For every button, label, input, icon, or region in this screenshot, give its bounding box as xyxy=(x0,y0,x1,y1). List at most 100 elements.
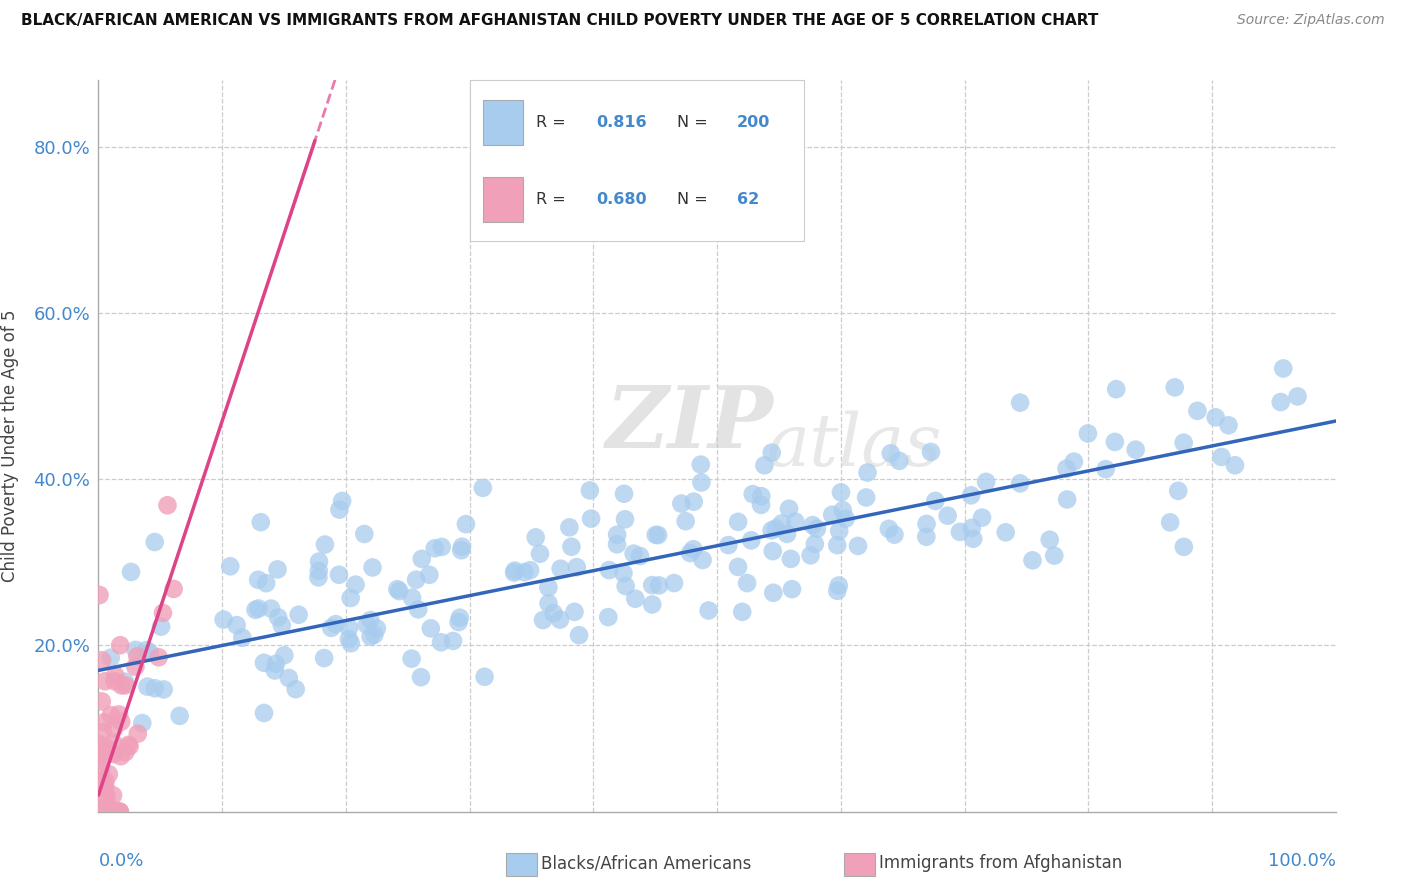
Point xyxy=(94,805,117,819)
Point xyxy=(606,537,628,551)
Point xyxy=(418,567,440,582)
Point xyxy=(110,749,132,764)
Point xyxy=(804,537,827,551)
Point xyxy=(762,586,785,600)
Point xyxy=(131,716,153,731)
Text: Blacks/African Americans: Blacks/African Americans xyxy=(541,855,752,872)
Point xyxy=(89,805,111,819)
Point xyxy=(614,579,637,593)
Point xyxy=(328,567,350,582)
Point xyxy=(388,584,411,599)
Point xyxy=(960,521,983,535)
Point xyxy=(219,559,242,574)
Point xyxy=(284,682,307,697)
Point xyxy=(108,707,131,722)
Point xyxy=(94,774,117,789)
Point xyxy=(671,497,693,511)
Point xyxy=(267,610,290,624)
Point xyxy=(1056,492,1078,507)
Point xyxy=(264,657,287,671)
Point xyxy=(231,631,253,645)
Point xyxy=(727,515,749,529)
Point xyxy=(103,805,125,819)
Point xyxy=(624,591,647,606)
Point xyxy=(100,650,122,665)
Point xyxy=(454,517,477,532)
Point xyxy=(970,510,993,524)
Point xyxy=(830,485,852,500)
Point xyxy=(150,620,173,634)
Point xyxy=(353,527,375,541)
Point xyxy=(277,671,299,685)
Point xyxy=(524,530,547,544)
Point xyxy=(337,621,360,635)
Point xyxy=(855,491,877,505)
Point xyxy=(606,527,628,541)
Point xyxy=(644,528,666,542)
Point xyxy=(1010,476,1032,491)
Point xyxy=(411,552,433,566)
Point xyxy=(1223,458,1246,473)
Point xyxy=(679,546,702,560)
Point xyxy=(321,621,343,635)
Point xyxy=(308,564,330,578)
Text: atlas: atlas xyxy=(766,410,942,482)
Point xyxy=(598,563,620,577)
Point xyxy=(127,726,149,740)
Point xyxy=(287,607,309,622)
Point xyxy=(91,773,114,788)
Point xyxy=(825,538,848,552)
Point xyxy=(366,622,388,636)
Point xyxy=(1286,389,1309,403)
Point xyxy=(156,498,179,512)
Point xyxy=(263,664,285,678)
Point xyxy=(598,610,620,624)
Point xyxy=(108,805,131,819)
Point xyxy=(741,487,763,501)
Point xyxy=(1125,442,1147,457)
Point xyxy=(537,596,560,610)
Point xyxy=(96,794,118,808)
Point xyxy=(1063,455,1085,469)
Text: Source: ZipAtlas.com: Source: ZipAtlas.com xyxy=(1237,13,1385,28)
Point xyxy=(1173,540,1195,554)
Point xyxy=(337,632,360,647)
Point xyxy=(675,514,697,528)
Point xyxy=(449,610,471,624)
Point xyxy=(974,475,997,489)
Point xyxy=(212,613,235,627)
Point xyxy=(1105,382,1128,396)
Point xyxy=(558,520,581,534)
Point xyxy=(1164,380,1187,394)
Point xyxy=(834,511,856,525)
Point xyxy=(108,805,131,819)
Point xyxy=(936,508,959,523)
Point xyxy=(101,736,124,750)
Point xyxy=(253,656,276,670)
Point xyxy=(101,789,124,803)
Point xyxy=(513,565,536,579)
Point xyxy=(543,606,565,620)
Point xyxy=(406,602,429,616)
Point xyxy=(821,508,844,522)
Point xyxy=(579,483,602,498)
Point xyxy=(1021,553,1043,567)
Point xyxy=(949,524,972,539)
Point xyxy=(97,767,120,781)
Point xyxy=(361,560,384,574)
Point xyxy=(114,674,136,689)
Point xyxy=(623,547,645,561)
Point xyxy=(1167,483,1189,498)
Point xyxy=(915,530,938,544)
Point xyxy=(90,753,112,767)
Point xyxy=(98,745,121,759)
Point xyxy=(330,494,353,508)
Point xyxy=(270,618,292,632)
Point xyxy=(124,659,146,673)
Point xyxy=(339,591,361,605)
Point xyxy=(471,481,494,495)
Point xyxy=(641,578,664,592)
Point xyxy=(1094,462,1116,476)
Text: ZIP: ZIP xyxy=(606,383,773,466)
Point xyxy=(579,511,602,525)
